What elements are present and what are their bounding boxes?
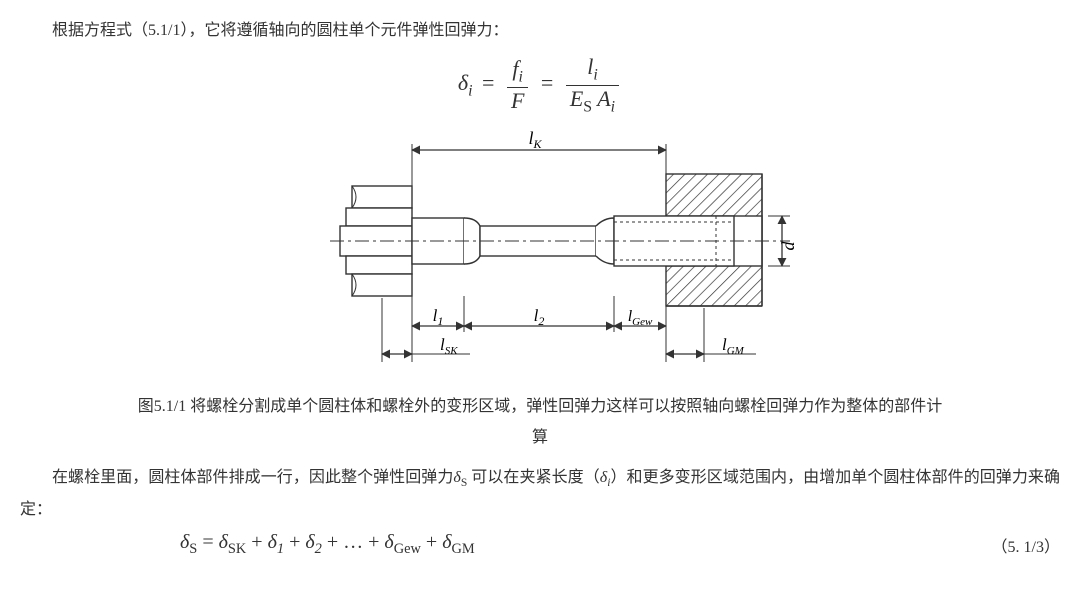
lbl-d: d (778, 241, 798, 251)
lbl-lgew: lGew (628, 308, 653, 328)
lbl-l1: l1 (433, 306, 444, 328)
lbl-lk: lK (528, 128, 542, 151)
bolt-svg: lK d l1 l2 lGew lSK (280, 126, 800, 381)
equation-2-number: （5. 1/3） (930, 533, 1060, 557)
p2-a: 在螺栓里面，圆柱体部件排成一行，因此整个弹性回弹力 (52, 469, 453, 486)
paragraph-2: 在螺栓里面，圆柱体部件排成一行，因此整个弹性回弹力δS 可以在夹紧长度（δi）和… (20, 463, 1060, 525)
eq1-lhs-sub: i (468, 83, 472, 100)
equation-2-row: δS = δSK + δ1 + δ2 + … + δGew + δGM （5. … (20, 531, 1060, 558)
p2-b: 可以在夹紧长度（ (467, 469, 600, 486)
cap-l1: 将螺栓分割成单个圆柱体和螺栓外的变形区域，弹性回弹力这样可以按照轴向螺栓回弹力作… (186, 398, 942, 415)
figure-caption: 图5.1/1 将螺栓分割成单个圆柱体和螺栓外的变形区域，弹性回弹力这样可以按照轴… (20, 392, 1060, 453)
intro-paragraph: 根据方程式（5.1/1），它将遵循轴向的圆柱单个元件弹性回弹力： (20, 16, 1060, 46)
lbl-lsk: lSK (440, 335, 458, 357)
equation-1: δi = fi F = li ES Ai (20, 54, 1060, 116)
p1-ref: 5.1/1 (148, 22, 180, 39)
lbl-lgm: lGM (722, 335, 745, 357)
p1-b: ），它将遵循轴向的圆柱单个元件弹性回弹力： (180, 22, 508, 39)
p1-a: 根据方程式（ (52, 22, 148, 39)
eq1-frac-2: li ES Ai (566, 54, 619, 116)
p2-sym1: δ (453, 469, 460, 486)
eq1-lhs-sym: δ (458, 70, 468, 95)
cap-l2: 算 (532, 429, 548, 446)
bolt-figure: lK d l1 l2 lGew lSK (20, 126, 1060, 386)
lbl-l2: l2 (534, 306, 545, 328)
equation-2: δS = δSK + δ1 + δ2 + … + δGew + δGM (20, 531, 930, 558)
cap-prefix: 图5.1/1 (138, 398, 186, 415)
eq1-frac-1: fi F (507, 56, 528, 114)
